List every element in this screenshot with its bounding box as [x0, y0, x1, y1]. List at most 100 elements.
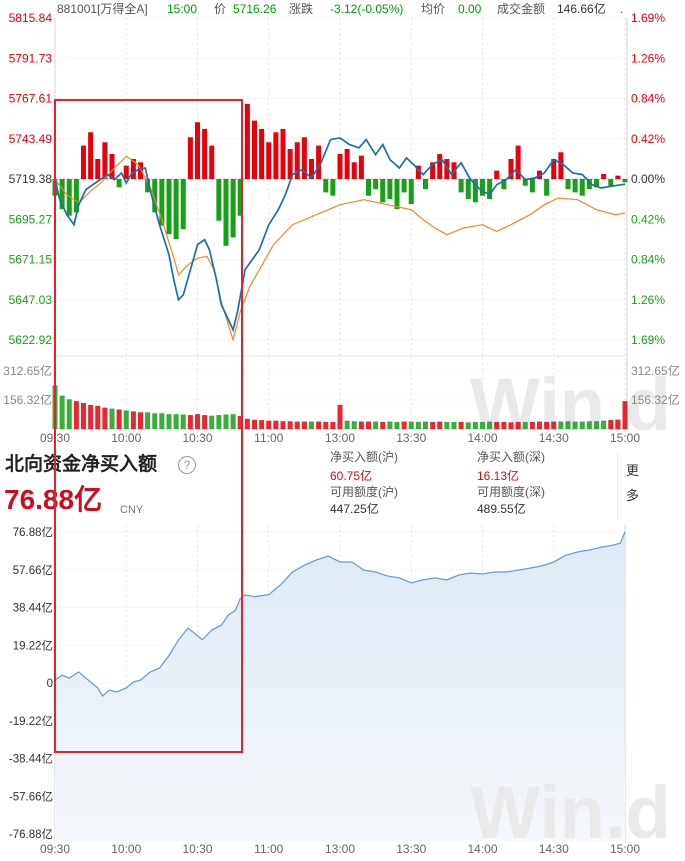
volume-bar	[508, 422, 514, 429]
time-tick-label: 14:00	[467, 431, 497, 445]
time-tick-label: 11:00	[254, 431, 283, 445]
volume-bar	[579, 421, 585, 429]
change-value: -3.12(-0.05%)	[330, 2, 404, 16]
volume-bar	[465, 422, 471, 429]
volume-bar	[216, 415, 222, 429]
net-bar	[358, 155, 364, 179]
net-bar	[138, 162, 143, 179]
net-bar	[180, 179, 186, 230]
percent-tick-label: 1.69%	[631, 333, 665, 347]
price-tick-label: 5647.03	[9, 293, 53, 307]
volume-bar	[437, 421, 443, 429]
net-bar	[59, 179, 65, 210]
net-bar	[280, 128, 286, 179]
net-bar	[309, 158, 314, 179]
volume-bar	[480, 421, 485, 429]
net-bar	[430, 162, 436, 179]
volume-bar	[430, 421, 436, 429]
volume-bar	[244, 418, 250, 429]
volume-bar	[95, 405, 101, 429]
flow-tick-label: -57.66亿	[9, 790, 53, 803]
volume-bar	[323, 421, 329, 429]
flow-tick-label: 57.66亿	[13, 564, 53, 577]
net-bar	[230, 179, 236, 238]
percent-tick-label: 0.00%	[631, 172, 665, 186]
northbound-title: 北向资金净买入额	[5, 454, 158, 475]
price-tick-label: 5767.61	[9, 92, 53, 106]
flow-time-tick-label: 13:00	[325, 842, 355, 856]
sz-net-value: 16.13亿	[477, 469, 520, 483]
help-icon[interactable]: ?	[178, 456, 196, 474]
instrument-code[interactable]: 881001[万得全A]	[57, 2, 148, 16]
net-bar	[273, 132, 279, 179]
flow-tick-label: 19.22亿	[13, 639, 53, 652]
volume-bar	[380, 421, 386, 429]
volume-bar	[522, 421, 528, 429]
volume-bar	[309, 421, 314, 429]
volume-bar	[294, 421, 300, 429]
volume-bar	[301, 421, 307, 429]
net-bar	[366, 179, 371, 196]
net-bar	[266, 142, 272, 179]
volume-bar	[529, 421, 535, 429]
volume-bar	[88, 404, 94, 429]
net-bar	[465, 179, 471, 200]
volume-bar	[52, 385, 58, 429]
net-bar	[330, 179, 336, 196]
volume-bar	[394, 421, 400, 429]
net-bar	[209, 145, 215, 179]
avg-price: 0.00	[458, 2, 482, 16]
net-bar	[586, 179, 592, 190]
wind-watermark-top: Win.d	[470, 363, 671, 446]
volume-bar	[138, 412, 143, 429]
percent-tick-label: 0.42%	[631, 212, 665, 226]
flow-time-tick-label: 10:30	[182, 842, 212, 856]
net-bar	[522, 179, 528, 186]
volume-bar	[237, 416, 243, 429]
net-bar	[152, 179, 158, 213]
volume-tick-label-right: 312.65亿	[631, 363, 680, 378]
flow-tick-label: 76.88亿	[13, 526, 53, 539]
avg-price-label: 均价	[421, 2, 446, 16]
price-tick-label: 5791.73	[9, 51, 53, 65]
volume-bar	[565, 421, 571, 429]
more-link[interactable]: 更多	[626, 463, 640, 503]
net-bar	[145, 179, 151, 193]
net-bar	[508, 158, 514, 179]
northbound-area	[55, 532, 625, 841]
currency-label: CNY	[120, 504, 144, 516]
net-bar	[316, 145, 322, 179]
percent-tick-label: 1.26%	[631, 51, 665, 65]
volume-bar	[280, 421, 286, 429]
volume-tick-label: 312.65亿	[3, 363, 52, 378]
flow-tick-label: -76.88亿	[9, 828, 53, 841]
net-bar	[195, 122, 200, 179]
volume-bar	[558, 421, 564, 429]
volume-bar	[223, 414, 229, 429]
price-tick-label: 5743.49	[9, 132, 53, 146]
net-bar	[572, 179, 578, 193]
time-tick-label: 15:00	[610, 431, 640, 445]
volume-bar	[586, 421, 592, 429]
net-bar	[544, 179, 550, 196]
volume-bar	[202, 415, 208, 429]
volume-bar	[458, 421, 464, 429]
volume-bar	[415, 421, 421, 429]
volume-bar	[81, 403, 86, 429]
volume-bar	[130, 411, 136, 429]
average-line	[54, 155, 626, 343]
net-bar	[73, 179, 79, 213]
volume-bar	[594, 421, 599, 429]
volume-bar	[615, 419, 621, 429]
time-tick-label: 13:30	[396, 431, 426, 445]
net-bar	[594, 179, 599, 188]
net-bar	[173, 179, 179, 240]
net-bar	[337, 153, 343, 179]
price-line	[54, 137, 626, 333]
volume-bar	[173, 414, 179, 429]
volume-bar	[73, 401, 79, 429]
volume-bar	[423, 421, 428, 429]
net-bar	[116, 179, 122, 188]
sz-quota-value: 489.55亿	[477, 502, 526, 516]
volume-bar	[366, 421, 371, 429]
